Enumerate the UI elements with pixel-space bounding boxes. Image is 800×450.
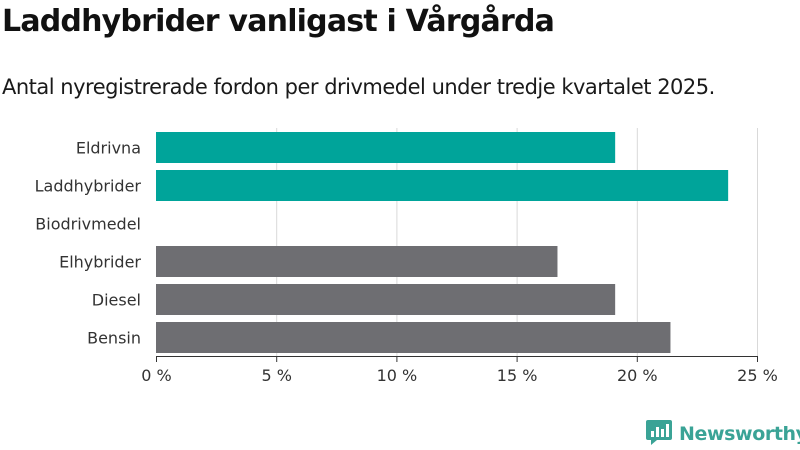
category-label: Laddhybrider [35,177,142,196]
x-tick-label: 15 % [497,366,538,385]
category-label: Elhybrider [59,253,141,272]
bar-eldrivna [156,132,616,163]
bar-diesel [156,284,616,315]
chart-title: Laddhybrider vanligast i Vårgårda [2,4,555,39]
newsworthy-brand: Newsworthy [645,418,800,450]
category-label: Bensin [87,329,141,348]
newsworthy-wordmark: Newsworthy [679,423,800,445]
category-label: Diesel [92,291,141,310]
x-tick-label: 10 % [377,366,418,385]
x-tick-label: 0 % [141,366,171,385]
bar-laddhybrider [156,170,729,201]
newsworthy-logo-icon [645,418,673,450]
category-label: Eldrivna [76,139,141,158]
category-label: Biodrivmedel [35,215,141,234]
bar-chart: Eldrivna Laddhybrider Biodrivmedel Elhybrid… [35,128,778,385]
x-tick-label: 25 % [737,366,778,385]
bar-bensin [156,322,671,353]
x-tick-label: 5 % [261,366,291,385]
x-tick-label: 20 % [617,366,658,385]
chart-subtitle: Antal nyregistrerade fordon per drivmede… [2,75,715,99]
bar-elhybrider [156,246,558,277]
